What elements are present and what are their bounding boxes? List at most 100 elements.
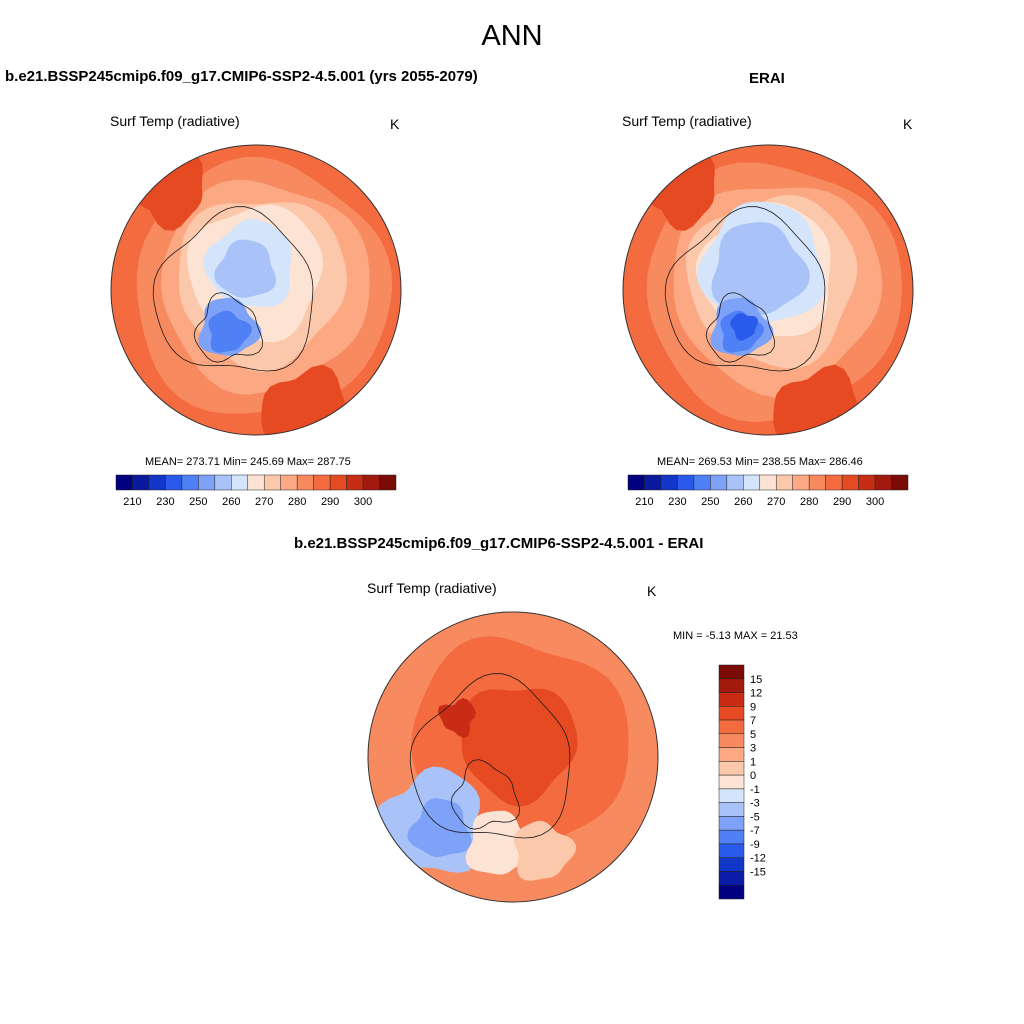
colorbar-swatch [329,474,347,491]
colorbar-swatch [759,474,777,491]
colorbar-tick-label: -5 [750,811,760,823]
colorbar-tick-label: 210 [123,496,141,508]
colorbar-tick-label: 5 [750,729,756,741]
polar-map-1 [110,144,402,436]
coastline [409,673,571,839]
colorbar-tick-label: 250 [701,496,719,508]
panel-3-variable: Surf Temp (radiative) [367,580,497,596]
panel-2-title: ERAI [749,70,785,87]
panel-2-stats: MEAN= 269.53 Min= 238.55 Max= 286.46 [657,456,863,468]
warm-region [261,364,349,435]
warm-region [773,364,861,435]
colorbar-swatch [808,474,826,491]
colorbar-swatch [858,474,876,491]
temperature-band [214,239,276,298]
colorbar-tick-label: 230 [156,496,174,508]
greenland-cold-region [730,313,759,341]
colorbar-swatch [263,474,281,491]
colorbar-swatch [718,733,745,748]
colorbar-swatch [247,474,265,491]
colorbar-tick-label: 210 [635,496,653,508]
colorbar-2: 210 230 250 260 270 280 290 300 [627,474,909,508]
panel-3-units: K [647,583,657,599]
coastline [664,206,826,372]
colorbar-tick-label: 290 [833,496,851,508]
colorbar-swatch [660,474,678,491]
colorbar-swatch [132,474,150,491]
colorbar-swatch [115,474,133,491]
panel-1-units: K [390,116,400,132]
colorbar-swatch [346,474,364,491]
colorbar-tick-label: 270 [255,496,273,508]
coastline [152,206,314,372]
colorbar-swatch [362,474,380,491]
colorbar-swatch [792,474,810,491]
colorbar-tick-label: 7 [750,715,756,727]
polar-map-2 [622,144,914,436]
panel-1-variable: Surf Temp (radiative) [110,113,240,129]
colorbar-swatch [718,719,745,735]
panel-2-units: K [903,116,913,132]
colorbar-swatch [181,474,199,491]
colorbar-swatch [718,747,745,762]
colorbar-swatch [718,692,745,707]
colorbar-tick-label: 300 [866,496,884,508]
colorbar-swatch [148,474,166,491]
colorbar-tick-label: 1 [750,756,756,768]
colorbar-tick-label: 3 [750,743,756,755]
colorbar-swatch [718,761,745,776]
colorbar-swatch [313,474,331,491]
colorbar-swatch [718,774,745,790]
polar-map-3 [367,611,659,903]
colorbar-tick-label: 250 [189,496,207,508]
colorbar-tick-label: 0 [750,770,756,782]
colorbar-swatch [743,474,761,491]
colorbar-swatch [718,706,745,721]
difference-band [461,688,578,807]
colorbar-tick-label: -12 [750,853,766,865]
colorbar-swatch [718,884,745,900]
colorbar-swatch [718,788,745,803]
colorbar-swatch [718,843,745,858]
colorbar-tick-label: 15 [750,674,762,686]
colorbar-tick-label: 260 [222,496,240,508]
colorbar-swatch [825,474,843,491]
greenland-cold-region [208,310,252,353]
temperature-band [711,222,810,316]
colorbar-swatch [891,474,909,491]
colorbar-swatch [718,871,745,886]
colorbar-tick-label: -7 [750,825,760,837]
colorbar-tick-label: 270 [767,496,785,508]
colorbar-swatch [379,474,397,491]
colorbar-swatch [693,474,711,491]
coastline [193,292,264,363]
colorbar-tick-label: 260 [734,496,752,508]
coastline [705,292,776,363]
colorbar-swatch [165,474,183,491]
colorbar-tick-label: 290 [321,496,339,508]
colorbar-swatch [231,474,249,491]
map-boundary [110,144,402,436]
colorbar-swatch [841,474,859,491]
colorbar-swatch [718,802,745,817]
colorbar-swatch [627,474,645,491]
panel-1-title: b.e21.BSSP245cmip6.f09_g17.CMIP6-SSP2-4.… [5,68,478,85]
colorbar-tick-label: -9 [750,839,760,851]
colorbar-tick-label: 280 [288,496,306,508]
colorbar-tick-label: -15 [750,866,766,878]
colorbar-swatch [644,474,662,491]
panel-3-stats: MIN = -5.13 MAX = 21.53 [673,630,798,642]
colorbar-1: 210 230 250 260 270 280 290 300 [115,474,397,508]
colorbar-3: 15 129 7 5 31 0 -1 -3-5 -7 -9 -12-15 [718,664,766,900]
colorbar-swatch [718,816,745,831]
colorbar-swatch [296,474,314,491]
panel-2-variable: Surf Temp (radiative) [622,113,752,129]
colorbar-tick-label: -3 [750,798,760,810]
colorbar-tick-label: 280 [800,496,818,508]
colorbar-tick-label: -1 [750,784,760,796]
difference-band [513,820,576,881]
colorbar-swatch [214,474,232,491]
colorbar-swatch [677,474,695,491]
difference-band [437,698,476,739]
